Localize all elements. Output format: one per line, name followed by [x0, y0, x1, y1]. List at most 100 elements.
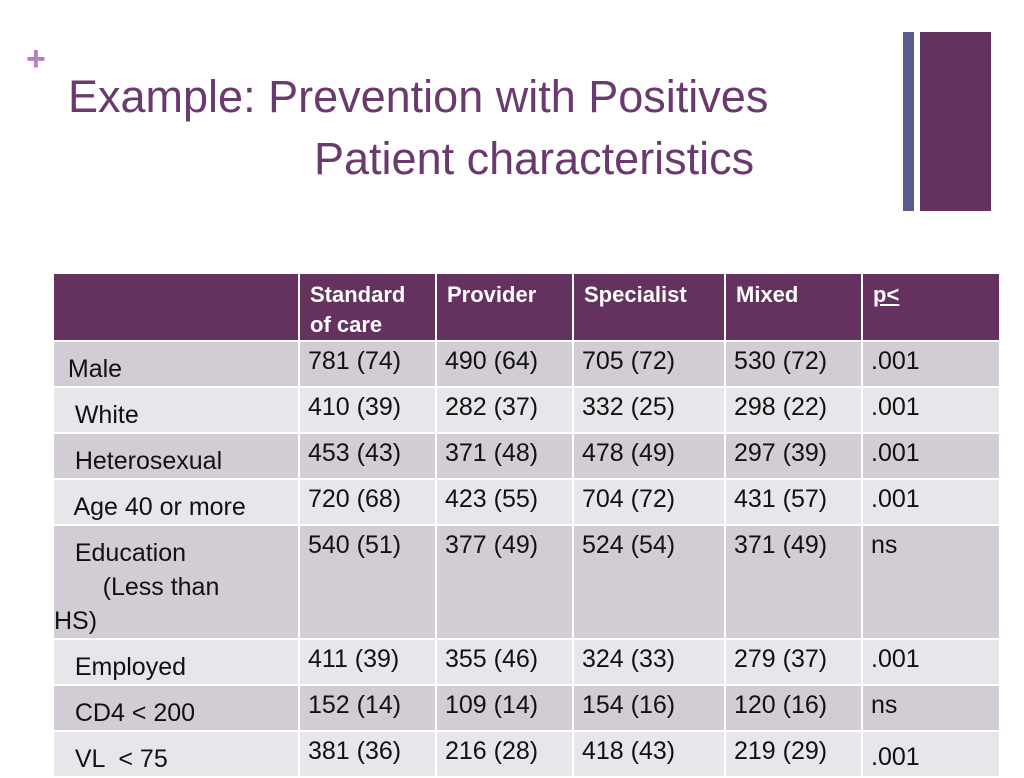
cell-value: 410 (39) — [308, 393, 402, 421]
cell-standard-of-care: 381 (36) — [298, 730, 437, 778]
header-specialist: Specialist — [572, 272, 726, 342]
table-row-employed: Employed 411 (39) 355 (46) 324 (33) 279 (37)… — [52, 638, 1001, 686]
cell-mixed: 371 (49) — [724, 524, 863, 640]
cell-value: 540 (51) — [308, 531, 402, 559]
cell-p-value: .001 — [861, 730, 1001, 778]
row-label: Age 40 or more — [52, 478, 300, 526]
cell-provider: 490 (64) — [435, 340, 574, 388]
row-label: VL < 75 — [52, 730, 300, 778]
cell-p-value: .001 — [861, 386, 1001, 434]
cell-standard-of-care: 540 (51) — [298, 524, 437, 640]
row-label: CD4 < 200 — [52, 684, 300, 732]
cell-value: ns — [871, 531, 898, 559]
header-blank — [52, 272, 300, 342]
cell-standard-of-care: 411 (39) — [298, 638, 437, 686]
plus-icon: + — [26, 40, 46, 78]
cell-value: .001 — [871, 347, 920, 375]
cell-value: 524 (54) — [582, 531, 676, 559]
cell-provider: 109 (14) — [435, 684, 574, 732]
cell-value: 109 (14) — [445, 691, 539, 719]
decorative-bar-thick — [920, 32, 991, 211]
cell-value: 371 (48) — [445, 439, 539, 467]
cell-specialist: 418 (43) — [572, 730, 726, 778]
cell-provider: 371 (48) — [435, 432, 574, 480]
title-line-2: Patient characteristics — [314, 133, 755, 184]
cell-value: .001 — [871, 393, 920, 421]
cell-value: 298 (22) — [734, 393, 828, 421]
cell-mixed: 298 (22) — [724, 386, 863, 434]
cell-value: ns — [871, 691, 898, 719]
cell-p-value: .001 — [861, 478, 1001, 526]
cell-value: 781 (74) — [308, 347, 402, 375]
cell-value: 324 (33) — [582, 645, 676, 673]
cell-value: 152 (14) — [308, 691, 402, 719]
cell-value: 423 (55) — [445, 485, 539, 513]
cell-provider: 282 (37) — [435, 386, 574, 434]
row-label-text: CD4 < 200 — [54, 699, 196, 727]
cell-specialist: 524 (54) — [572, 524, 726, 640]
table-row-cd4-under-200: CD4 < 200 152 (14) 109 (14) 154 (16) 120 (16… — [52, 684, 1001, 732]
cell-p-value: ns — [861, 524, 1001, 640]
table-row-heterosexual: Heterosexual 453 (43) 371 (48) 478 (49) 297 … — [52, 432, 1001, 480]
cell-value: 120 (16) — [734, 691, 828, 719]
row-label: Male — [52, 340, 300, 388]
cell-specialist: 154 (16) — [572, 684, 726, 732]
cell-value: .001 — [871, 485, 920, 513]
row-label-text: Employed — [54, 653, 187, 681]
cell-value: 478 (49) — [582, 439, 676, 467]
cell-value: 704 (72) — [582, 485, 676, 513]
cell-standard-of-care: 152 (14) — [298, 684, 437, 732]
cell-value: 418 (43) — [582, 737, 676, 765]
cell-value: 453 (43) — [308, 439, 402, 467]
cell-value: 355 (46) — [445, 645, 539, 673]
cell-standard-of-care: 453 (43) — [298, 432, 437, 480]
cell-value: 411 (39) — [308, 645, 400, 673]
cell-value: .001 — [871, 645, 920, 673]
cell-specialist: 324 (33) — [572, 638, 726, 686]
cell-value: 431 (57) — [734, 485, 828, 513]
cell-standard-of-care: 720 (68) — [298, 478, 437, 526]
cell-value: 381 (36) — [308, 737, 402, 765]
row-label-text: Age 40 or more — [54, 493, 246, 521]
cell-specialist: 704 (72) — [572, 478, 726, 526]
cell-specialist: 332 (25) — [572, 386, 726, 434]
cell-value: 297 (39) — [734, 439, 828, 467]
table-row-vl-under-75: VL < 75 381 (36) 216 (28) 418 (43) 219 (29).… — [52, 730, 1001, 778]
cell-value: 332 (25) — [582, 393, 676, 421]
row-label: Heterosexual — [52, 432, 300, 480]
cell-standard-of-care: 410 (39) — [298, 386, 437, 434]
cell-provider: 216 (28) — [435, 730, 574, 778]
cell-specialist: 478 (49) — [572, 432, 726, 480]
row-label: Education (Less than HS) — [52, 524, 300, 640]
table-row-age-40-or-more: Age 40 or more 720 (68) 423 (55) 704 (72) 43… — [52, 478, 1001, 526]
cell-standard-of-care: 781 (74) — [298, 340, 437, 388]
cell-value: .001 — [871, 743, 920, 771]
title-line-1: Example: Prevention with Positives — [68, 71, 769, 122]
header-p-value[interactable]: p< — [861, 272, 1001, 342]
cell-mixed: 530 (72) — [724, 340, 863, 388]
cell-mixed: 279 (37) — [724, 638, 863, 686]
table-row-male: Male 781 (74) 490 (64) 705 (72) 530 (72) .001 — [52, 340, 1001, 388]
cell-mixed: 120 (16) — [724, 684, 863, 732]
cell-p-value: .001 — [861, 432, 1001, 480]
cell-provider: 355 (46) — [435, 638, 574, 686]
cell-value: 720 (68) — [308, 485, 402, 513]
cell-provider: 377 (49) — [435, 524, 574, 640]
header-standard-of-care: Standard of care — [298, 272, 437, 342]
cell-value: 282 (37) — [445, 393, 539, 421]
cell-p-value: .001 — [861, 340, 1001, 388]
row-label-text: White — [54, 401, 139, 429]
patient-characteristics-table: Standard of care Provider Specialist Mix… — [52, 272, 1001, 778]
cell-p-value: .001 — [861, 638, 1001, 686]
row-label-text: Education (Less than HS) — [54, 539, 220, 635]
cell-value: 219 (29) — [734, 737, 828, 765]
cell-mixed: 431 (57) — [724, 478, 863, 526]
cell-value: 371 (49) — [734, 531, 828, 559]
row-label: Employed — [52, 638, 300, 686]
cell-value: .001 — [871, 439, 920, 467]
p-value-link[interactable]: p< — [873, 282, 900, 307]
cell-value: 154 (16) — [582, 691, 676, 719]
cell-mixed: 297 (39) — [724, 432, 863, 480]
row-label-text: VL < 75 — [54, 745, 168, 773]
cell-value: 530 (72) — [734, 347, 828, 375]
